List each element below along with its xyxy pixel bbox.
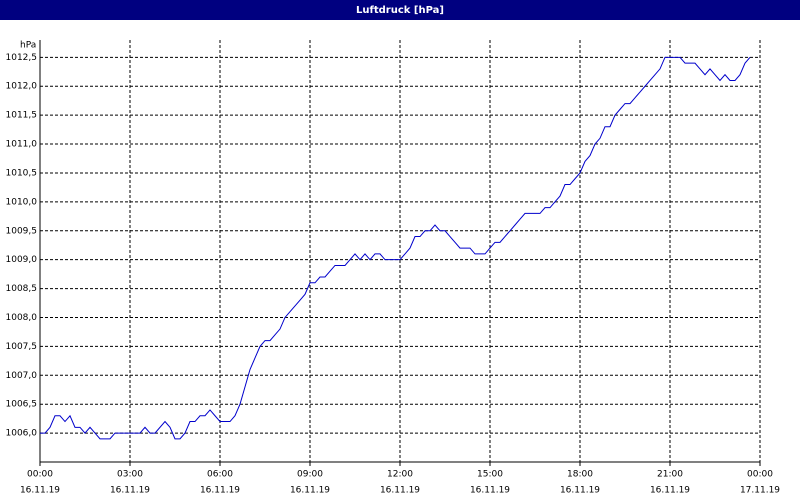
y-tick-label: 1007,5 [6,342,38,352]
x-tick-date: 16.11.19 [650,486,690,496]
x-tick-label: 00:00 [27,470,53,480]
x-tick-label: 09:00 [297,470,323,480]
y-tick-label: 1008,5 [6,284,38,294]
data-line [40,56,751,440]
x-tick-label: 18:00 [567,470,593,480]
y-tick-label: 1011,0 [6,140,38,150]
y-tick-label: 1008,0 [6,313,38,323]
x-tick-label: 15:00 [477,470,503,480]
y-tick-label: 1006,0 [6,429,38,439]
x-tick-date: 16.11.19 [110,486,150,496]
y-tick-label: 1007,0 [6,371,38,381]
x-tick-label: 21:00 [657,470,683,480]
y-tick-label: 1012,0 [6,82,38,92]
y-tick-label: 1009,0 [6,255,38,265]
y-axis-label: hPa [20,41,36,51]
y-tick-label: 1012,5 [6,53,38,63]
x-tick-date: 16.11.19 [290,486,330,496]
chart-title: Luftdruck [hPa] [356,5,444,16]
y-tick-label: 1009,5 [6,226,38,236]
x-tick-date: 16.11.19 [20,486,60,496]
y-tick-label: 1011,5 [6,111,38,121]
x-tick-date: 17.11.19 [740,486,780,496]
x-tick-date: 16.11.19 [560,486,600,496]
x-tick-label: 12:00 [387,470,413,480]
y-tick-label: 1010,5 [6,168,38,178]
x-tick-label: 00:00 [747,470,773,480]
x-tick-date: 16.11.19 [200,486,240,496]
x-tick-date: 16.11.19 [380,486,420,496]
x-tick-label: 06:00 [207,470,233,480]
x-tick-date: 16.11.19 [470,486,510,496]
y-tick-label: 1006,5 [6,400,38,410]
x-tick-label: 03:00 [117,470,143,480]
y-tick-label: 1010,0 [6,197,38,207]
title-bar [0,0,800,20]
